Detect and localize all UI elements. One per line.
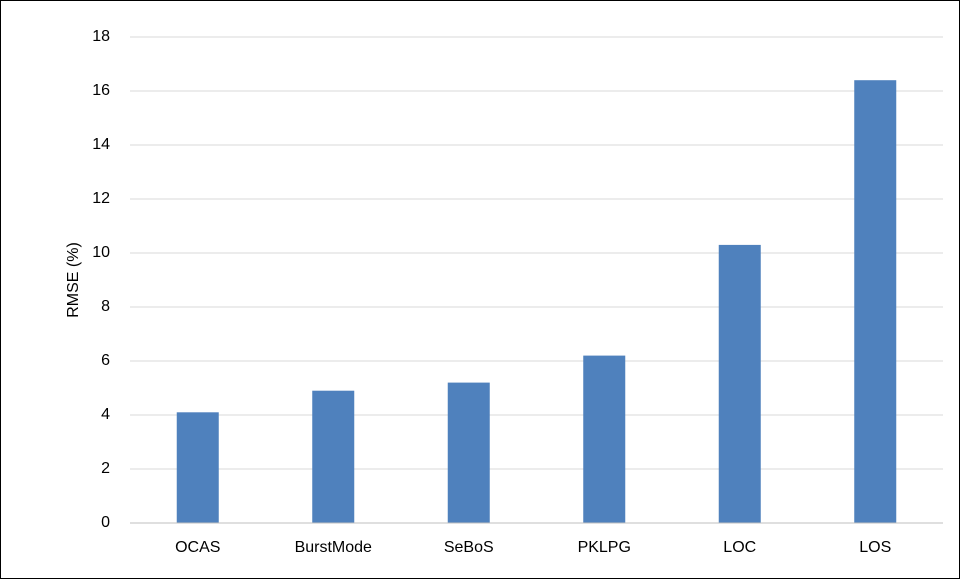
- x-tick-label: PKLPG: [578, 539, 631, 556]
- x-tick-label: LOS: [859, 539, 891, 556]
- bar: [447, 382, 490, 523]
- y-tick-label: 0: [101, 514, 110, 531]
- y-tick-label: 8: [101, 298, 110, 315]
- y-tick-label: 2: [101, 460, 110, 477]
- y-tick-label: 4: [101, 406, 110, 423]
- x-tick-label: BurstMode: [295, 539, 372, 556]
- y-tick-label: 6: [101, 352, 110, 369]
- bar: [176, 412, 219, 523]
- x-tick-label: LOC: [723, 539, 756, 556]
- y-tick-label: 12: [92, 190, 110, 207]
- x-tick-label: OCAS: [175, 539, 220, 556]
- x-tick-label: SeBoS: [444, 539, 494, 556]
- bar: [583, 355, 626, 523]
- bar: [718, 244, 761, 523]
- y-axis-label: RMSE (%): [65, 242, 82, 318]
- y-tick-label: 10: [92, 244, 110, 261]
- y-tick-label: 16: [92, 82, 110, 99]
- y-tick-label: 14: [92, 136, 110, 153]
- bar: [312, 390, 355, 523]
- y-tick-label: 18: [92, 28, 110, 45]
- bar: [854, 80, 897, 523]
